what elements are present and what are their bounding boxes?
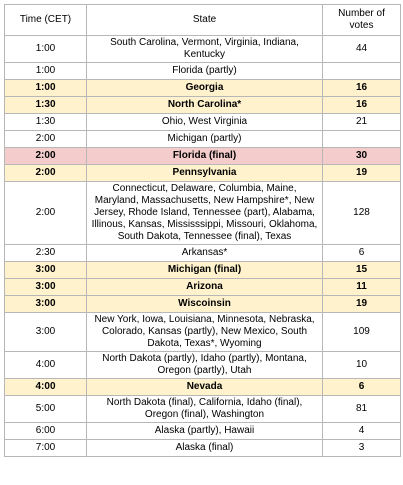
state-cell: South Carolina, Vermont, Virginia, India… — [86, 35, 323, 63]
state-cell: Connecticut, Delaware, Columbia, Maine, … — [86, 181, 323, 245]
state-cell: Alaska (partly), Hawaii — [86, 422, 323, 440]
state-cell: Florida (partly) — [86, 62, 323, 80]
votes-cell: 3 — [322, 439, 401, 457]
votes-cell: 6 — [322, 244, 401, 262]
table-row: 3:00 Wiscoinsin 19 — [4, 295, 401, 313]
state-cell: Michigan (final) — [86, 261, 323, 279]
votes-cell: 4 — [322, 422, 401, 440]
table-row: 4:00 Nevada 6 — [4, 378, 401, 396]
time-cell: 3:00 — [4, 261, 87, 279]
header-row: Time (CET) State Number of votes — [4, 4, 401, 36]
time-cell: 3:00 — [4, 278, 87, 296]
state-cell: North Dakota (final), California, Idaho … — [86, 395, 323, 423]
state-cell: Michigan (partly) — [86, 130, 323, 148]
time-cell: 2:00 — [4, 147, 87, 165]
table-row: 1:30 North Carolina* 16 — [4, 96, 401, 114]
time-cell: 1:30 — [4, 96, 87, 114]
table-row: 1:00 South Carolina, Vermont, Virginia, I… — [4, 35, 401, 63]
state-cell: North Dakota (partly), Idaho (partly), M… — [86, 351, 323, 379]
vote-table: Time (CET) State Number of votes 1:00 Sou… — [4, 4, 401, 457]
state-cell: New York, Iowa, Louisiana, Minnesota, Ne… — [86, 312, 323, 352]
time-cell: 3:00 — [4, 295, 87, 313]
state-cell: Ohio, West Virginia — [86, 113, 323, 131]
header-cell: Time (CET) — [4, 4, 87, 36]
header-cell: State — [86, 4, 323, 36]
state-cell: Nevada — [86, 378, 323, 396]
votes-cell: 128 — [322, 181, 401, 245]
time-cell: 5:00 — [4, 395, 87, 423]
votes-cell: 19 — [322, 295, 401, 313]
votes-cell: 21 — [322, 113, 401, 131]
state-cell: Florida (final) — [86, 147, 323, 165]
table-header: Time (CET) State Number of votes — [4, 4, 401, 36]
table-row: 4:00 North Dakota (partly), Idaho (partly… — [4, 351, 401, 379]
votes-cell: 16 — [322, 79, 401, 97]
time-cell: 4:00 — [4, 378, 87, 396]
time-cell: 1:00 — [4, 62, 87, 80]
time-cell: 1:00 — [4, 35, 87, 63]
time-cell: 7:00 — [4, 439, 87, 457]
table-row: 1:00 Georgia 16 — [4, 79, 401, 97]
table-row: 1:30 Ohio, West Virginia 21 — [4, 113, 401, 131]
votes-cell: 30 — [322, 147, 401, 165]
table-row: 2:00 Michigan (partly) — [4, 130, 401, 148]
table-body: 1:00 South Carolina, Vermont, Virginia, I… — [4, 35, 401, 457]
time-cell: 3:00 — [4, 312, 87, 352]
table-row: 6:00 Alaska (partly), Hawaii 4 — [4, 422, 401, 440]
votes-cell: 10 — [322, 351, 401, 379]
table-row: 3:00 New York, Iowa, Louisiana, Minnesota… — [4, 312, 401, 352]
state-cell: North Carolina* — [86, 96, 323, 114]
header-cell: Number of votes — [322, 4, 401, 36]
time-cell: 2:30 — [4, 244, 87, 262]
votes-cell: 16 — [322, 96, 401, 114]
votes-cell: 6 — [322, 378, 401, 396]
state-cell: Wiscoinsin — [86, 295, 323, 313]
table-row: 2:00 Florida (final) 30 — [4, 147, 401, 165]
table-row: 7:00 Alaska (final) 3 — [4, 439, 401, 457]
table-row: 5:00 North Dakota (final), California, Id… — [4, 395, 401, 423]
state-cell: Pennsylvania — [86, 164, 323, 182]
votes-cell: 81 — [322, 395, 401, 423]
time-cell: 6:00 — [4, 422, 87, 440]
time-cell: 1:00 — [4, 79, 87, 97]
votes-cell: 109 — [322, 312, 401, 352]
votes-cell — [322, 130, 401, 148]
votes-cell: 15 — [322, 261, 401, 279]
state-cell: Arkansas* — [86, 244, 323, 262]
time-cell: 4:00 — [4, 351, 87, 379]
votes-cell — [322, 62, 401, 80]
state-cell: Georgia — [86, 79, 323, 97]
time-cell: 2:00 — [4, 130, 87, 148]
table-row: 2:00 Connecticut, Delaware, Columbia, Mai… — [4, 181, 401, 245]
table-row: 2:00 Pennsylvania 19 — [4, 164, 401, 182]
votes-cell: 19 — [322, 164, 401, 182]
votes-cell: 11 — [322, 278, 401, 296]
time-cell: 2:00 — [4, 181, 87, 245]
table-row: 1:00 Florida (partly) — [4, 62, 401, 80]
state-cell: Alaska (final) — [86, 439, 323, 457]
votes-cell: 44 — [322, 35, 401, 63]
table-row: 2:30 Arkansas* 6 — [4, 244, 401, 262]
state-cell: Arizona — [86, 278, 323, 296]
table-row: 3:00 Arizona 11 — [4, 278, 401, 296]
time-cell: 1:30 — [4, 113, 87, 131]
time-cell: 2:00 — [4, 164, 87, 182]
table-row: 3:00 Michigan (final) 15 — [4, 261, 401, 279]
